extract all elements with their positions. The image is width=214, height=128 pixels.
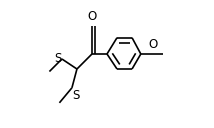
Text: S: S [54, 52, 61, 65]
Text: O: O [87, 10, 97, 23]
Text: O: O [149, 38, 158, 51]
Text: S: S [73, 89, 80, 102]
